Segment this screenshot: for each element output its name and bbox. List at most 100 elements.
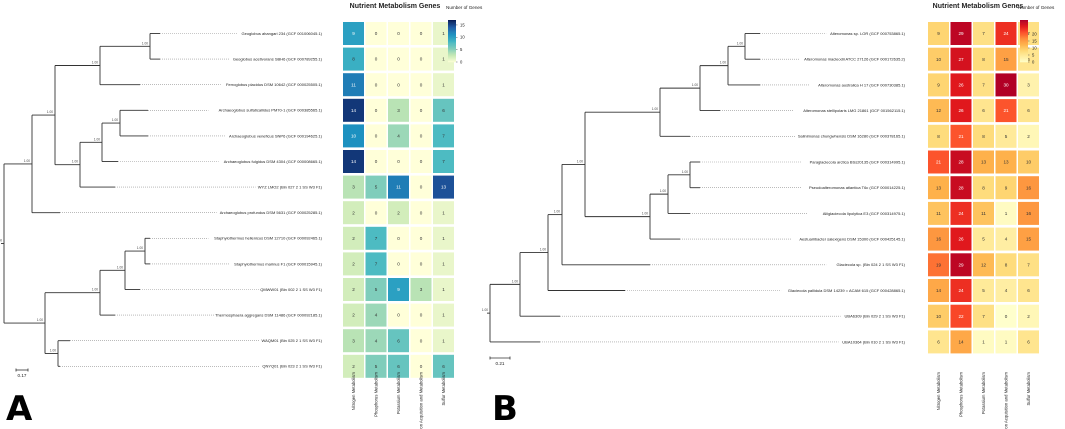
b-legend-gradient-step — [1020, 55, 1028, 58]
b-legend-gradient-step — [1020, 26, 1028, 28]
a-cell-value: 1 — [442, 82, 445, 87]
a-column-label: Nitrogen Metabolism — [351, 371, 356, 410]
b-heatmap-cell — [950, 99, 972, 123]
a-legend-gradient-step — [448, 33, 456, 35]
a-cell-value: 7 — [442, 134, 445, 139]
b-leaf-label: Salinimonas chungwhensis DSM 16280 (GCF … — [798, 134, 906, 139]
b-heatmap-cell — [1018, 201, 1039, 225]
a-heatmap-cell — [343, 22, 364, 45]
panel-letter-a: A — [6, 389, 33, 429]
b-legend-title: Number of Genes — [1018, 5, 1055, 10]
a-cell-value: 0 — [420, 108, 423, 113]
b-legend-gradient-step — [1020, 21, 1028, 23]
a-cell-value: 0 — [420, 236, 423, 241]
b-heatmap-cell — [995, 73, 1017, 97]
a-heatmap-cell — [388, 47, 409, 71]
a-heatmap-cell — [433, 278, 454, 301]
a-heatmap-cell — [365, 175, 387, 199]
b-cell-value: 29 — [958, 262, 964, 267]
a-legend-tick-label: 5 — [460, 47, 463, 52]
a-cell-value: 0 — [420, 134, 423, 139]
b-cell-value: 6 — [1027, 57, 1030, 62]
a-cell-value: 2 — [352, 210, 355, 215]
b-legend-gradient-step — [1020, 57, 1028, 60]
a-legend-gradient-step — [448, 36, 456, 39]
b-heatmap-cell — [973, 124, 994, 148]
a-cell-value: 1 — [442, 262, 445, 267]
b-legend-gradient-step — [1020, 41, 1028, 43]
b-heatmap-cell — [1018, 176, 1039, 200]
b-cell-value: 9 — [1005, 185, 1008, 190]
a-node-support: 1.00 — [72, 160, 78, 164]
a-heatmap-cell — [410, 175, 432, 199]
a-cell-value: 1 — [442, 236, 445, 241]
b-legend-gradient-step — [1020, 25, 1028, 27]
b-node-support: 1.00 — [482, 308, 488, 312]
b-scale-bar-label: 0.21 — [496, 361, 505, 366]
a-cell-value: 0 — [420, 313, 423, 318]
a-heatmap-cell — [388, 98, 409, 122]
b-node-support: 1.00 — [642, 212, 648, 216]
a-cell-value: 1 — [442, 287, 445, 292]
a-legend-gradient-step — [448, 28, 456, 30]
a-heatmap-cell — [388, 150, 409, 173]
a-legend-gradient-step — [448, 56, 456, 59]
a-cell-value: 6 — [442, 108, 445, 113]
b-heatmap-cell — [995, 176, 1017, 200]
a-heatmap-cell — [388, 201, 409, 225]
b-cell-value: 6 — [937, 340, 940, 345]
b-cell-value: 26 — [958, 108, 964, 113]
a-heatmap-cell — [365, 98, 387, 122]
b-column-label: Sulfur Metabolism — [1026, 371, 1031, 405]
a-cell-value: 0 — [397, 313, 400, 318]
b-cell-value: 15 — [1003, 57, 1009, 62]
a-cell-value: 0 — [375, 57, 378, 62]
b-heatmap-cell — [928, 176, 949, 200]
a-leaf-label: Geoglobus acetivorans SBH6 (GCF 00078925… — [233, 57, 323, 62]
b-heatmap-cell — [928, 253, 949, 277]
b-heatmap-cell — [995, 99, 1017, 123]
b-cell-value: 12 — [981, 262, 987, 267]
a-heatmap-cell — [388, 252, 409, 276]
b-legend-gradient-step — [1020, 38, 1028, 41]
a-node-support: 1.00 — [47, 110, 53, 114]
a-heatmap-cell — [388, 278, 409, 301]
b-heatmap-cell — [950, 279, 972, 302]
b-legend-gradient-step — [1020, 52, 1028, 54]
b-cell-value: 27 — [958, 57, 964, 62]
a-heatmap-cell — [410, 73, 432, 97]
a-heatmap-cell — [433, 73, 454, 97]
b-cell-value: 24 — [958, 288, 964, 293]
a-heatmap-cell — [388, 22, 409, 45]
a-cell-value: 0 — [397, 82, 400, 87]
b-legend-gradient-step — [1020, 35, 1028, 38]
a-heatmap-cell — [343, 73, 364, 97]
b-legend-gradient-step — [1020, 49, 1028, 51]
a-cell-value: 7 — [375, 262, 378, 267]
b-heatmap-cell — [950, 227, 972, 251]
b-cell-value: 1 — [982, 340, 985, 345]
a-heatmap-cell — [410, 150, 432, 173]
b-legend-gradient-step — [1020, 27, 1028, 29]
b-cell-value: 26 — [958, 237, 964, 242]
b-cell-value: 7 — [982, 31, 985, 36]
a-cell-value: 0 — [375, 210, 378, 215]
b-leaf-label: Alteromonas macleodii ATCC 27126 (GCF 00… — [804, 57, 906, 62]
b-node-support: 1.00 — [554, 210, 560, 214]
b-heatmap-cell — [950, 176, 972, 200]
a-heatmap-cell — [410, 124, 432, 148]
a-legend-tick-label: 15 — [460, 22, 465, 27]
a-heatmap-cell — [365, 226, 387, 250]
a-cell-value: 6 — [442, 364, 445, 369]
b-column-label: Nitrogen Metabolism — [936, 371, 941, 410]
a-legend-title: Number of Genes — [446, 5, 483, 10]
b-cell-value: 0 — [1005, 314, 1008, 319]
b-node-support: 1.00 — [682, 170, 688, 174]
b-heatmap-cell — [928, 227, 949, 251]
a-legend-gradient-step — [448, 32, 456, 34]
b-heatmap-cell — [950, 330, 972, 354]
b-node-support: 1.00 — [540, 248, 546, 252]
b-heatmap-cell — [950, 124, 972, 148]
b-legend-tick-label: 10 — [1032, 45, 1037, 50]
b-heatmap-cell — [950, 253, 972, 277]
